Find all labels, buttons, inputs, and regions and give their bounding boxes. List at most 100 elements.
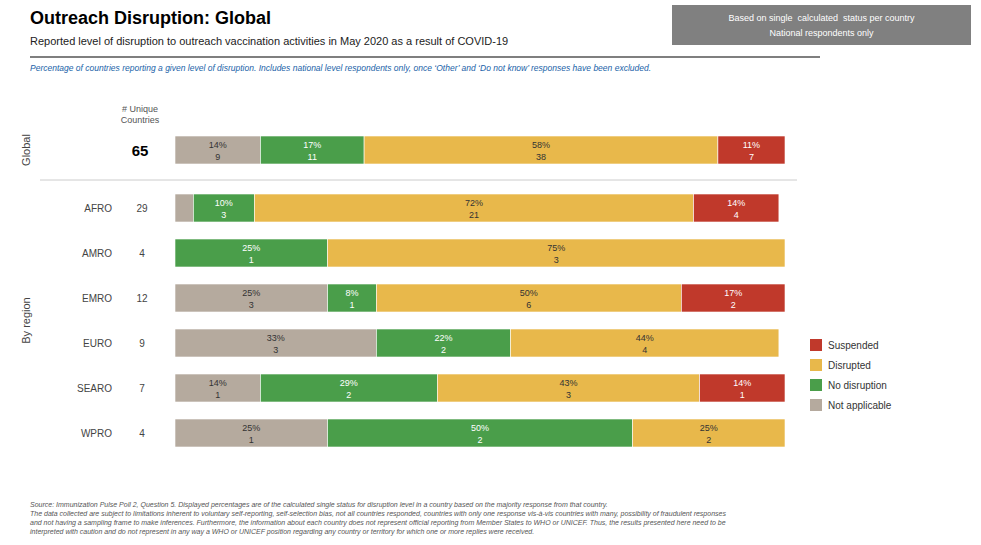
count-label: 3 [221, 210, 226, 220]
chart: Outreach Disruption: Global Reported leve… [0, 0, 981, 545]
count-label: 3 [566, 390, 571, 400]
n-value: 7 [139, 383, 145, 394]
title-rule [30, 56, 820, 58]
data-label: 50% [520, 288, 538, 298]
info-box-background [672, 5, 971, 45]
data-label: 14% [209, 140, 227, 150]
n-value: 9 [139, 338, 145, 349]
data-label: 29% [340, 378, 358, 388]
legend-label: Suspended [828, 340, 879, 351]
count-label: 1 [740, 390, 745, 400]
count-header: # UniqueCountries [121, 104, 160, 125]
note: Percentage of countries reporting a give… [30, 63, 651, 73]
data-label: 72% [465, 198, 483, 208]
n-value: 12 [136, 293, 148, 304]
bar-segment [633, 419, 786, 447]
category-label: AFRO [84, 203, 112, 214]
count-label: 38 [536, 152, 546, 162]
data-label: 43% [559, 378, 577, 388]
footer: The data collected are subject to limita… [30, 510, 726, 518]
bar-segment [175, 239, 328, 267]
bar-segment [364, 136, 718, 164]
count-header-line: Countries [121, 115, 160, 125]
bar-segment [175, 419, 328, 447]
data-label: 25% [700, 423, 718, 433]
data-label: 17% [303, 140, 321, 150]
legend-swatch [810, 339, 822, 351]
category-label: WPRO [81, 428, 112, 439]
bar-segment [328, 284, 377, 312]
footer: interpreted with caution and do not repr… [30, 528, 534, 536]
data-label: 33% [267, 333, 285, 343]
category-label: AMRO [82, 248, 112, 259]
footer: Source: Immunization Pulse Poll 2, Quest… [30, 501, 608, 509]
bar-segment [254, 194, 693, 222]
bar-segment [437, 374, 699, 402]
info-box-text: Based on single calculated status per co… [728, 13, 915, 23]
count-label: 2 [441, 345, 446, 355]
category-label: EMRO [82, 293, 112, 304]
bar-segment [175, 284, 328, 312]
count-label: 3 [273, 345, 278, 355]
count-label: 7 [749, 152, 754, 162]
data-label: 14% [727, 198, 745, 208]
subtitle: Reported level of disruption to outreach… [30, 35, 508, 47]
bar-segment [260, 136, 364, 164]
bar-segment [328, 419, 633, 447]
n-value: 65 [132, 142, 149, 159]
bar-segment [718, 136, 785, 164]
data-label: 75% [547, 243, 565, 253]
count-label: 3 [554, 255, 559, 265]
data-label: 17% [724, 288, 742, 298]
bar-segment [700, 374, 785, 402]
bar-segment [175, 194, 193, 222]
count-label: 21 [469, 210, 479, 220]
data-label: 25% [242, 243, 260, 253]
count-label: 2 [477, 435, 482, 445]
data-label: 10% [215, 198, 233, 208]
data-label: 25% [242, 423, 260, 433]
count-label: 4 [734, 210, 739, 220]
count-label: 2 [706, 435, 711, 445]
data-label: 58% [532, 140, 550, 150]
bar-segment [511, 329, 779, 357]
count-label: 2 [731, 300, 736, 310]
count-header-line: # Unique [122, 104, 158, 114]
count-label: 3 [249, 300, 254, 310]
bar-segment [681, 284, 785, 312]
legend-swatch [810, 399, 822, 411]
bar-segment [260, 374, 437, 402]
n-value: 4 [139, 428, 145, 439]
bar-segment [193, 194, 254, 222]
count-label: 1 [249, 435, 254, 445]
data-label: 8% [345, 288, 358, 298]
count-label: 4 [642, 345, 647, 355]
bar-segment [175, 329, 376, 357]
n-value: 29 [136, 203, 148, 214]
data-label: 14% [209, 378, 227, 388]
category-label: EURO [83, 338, 112, 349]
count-label: 9 [215, 152, 220, 162]
count-label: 1 [249, 255, 254, 265]
info-box-text: National respondents only [769, 28, 874, 38]
legend-swatch [810, 359, 822, 371]
title: Outreach Disruption: Global [30, 8, 271, 28]
bar-segment [785, 419, 786, 447]
count-label: 11 [308, 152, 317, 162]
data-label: 44% [636, 333, 654, 343]
count-label: 1 [215, 390, 220, 400]
data-labels: 14%917%1158%3811%710%372%2114%425%175%32… [209, 140, 760, 445]
bar-segment [785, 239, 786, 267]
category-label: SEARO [77, 383, 112, 394]
info-box: Based on single calculated status per co… [672, 5, 971, 45]
count-label: 6 [526, 300, 531, 310]
region-label: By region [20, 297, 32, 343]
data-label: 50% [471, 423, 489, 433]
bar-segment [175, 136, 260, 164]
bars [175, 136, 785, 447]
data-label: 25% [242, 288, 260, 298]
n-value: 4 [139, 248, 145, 259]
separator [40, 180, 797, 181]
legend: SuspendedDisruptedNo disruptionNot appli… [810, 339, 892, 411]
data-label: 11% [743, 140, 760, 150]
